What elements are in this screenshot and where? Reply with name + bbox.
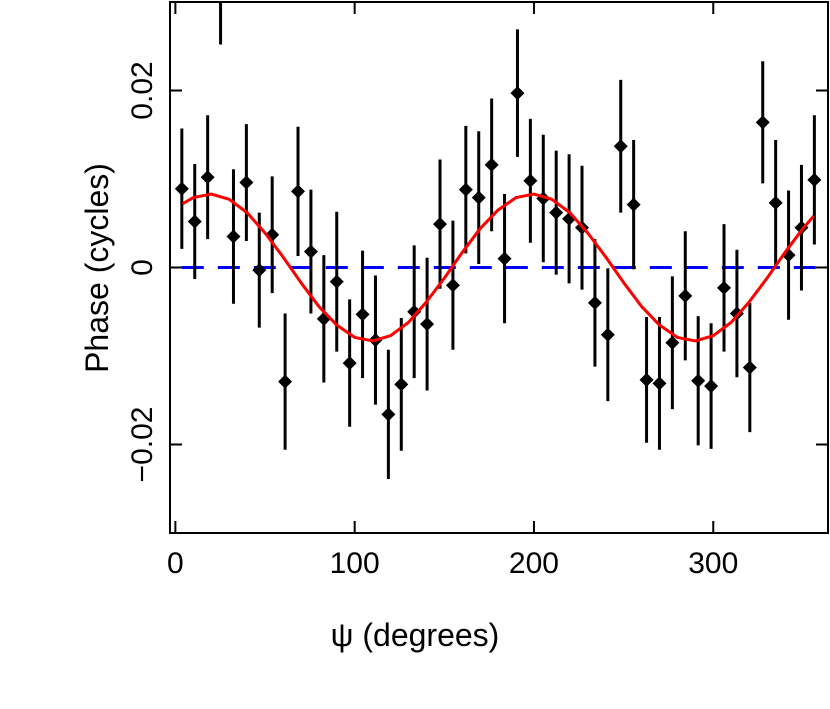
data-point — [717, 280, 732, 295]
data-point — [807, 172, 822, 187]
data-point — [407, 304, 422, 319]
y-tick-label: 0 — [126, 259, 159, 276]
data-point — [497, 251, 512, 266]
x-tick-label: 100 — [330, 547, 380, 580]
data-point — [626, 197, 641, 212]
y-tick-label: 0.02 — [126, 61, 159, 119]
data-point — [665, 335, 680, 350]
data-point — [704, 379, 719, 394]
data-point — [678, 288, 693, 303]
data-point — [613, 139, 628, 154]
data-point — [381, 407, 396, 422]
data-point — [291, 184, 306, 199]
x-tick-label: 0 — [167, 547, 184, 580]
data-point — [652, 376, 667, 391]
data-point — [549, 205, 564, 220]
data-point — [187, 214, 202, 229]
x-tick-label: 300 — [688, 547, 738, 580]
data-point — [600, 327, 615, 342]
data-point — [484, 157, 499, 172]
data-point — [755, 115, 770, 130]
data-point — [200, 170, 215, 185]
data-point — [445, 278, 460, 293]
data-point — [768, 195, 783, 210]
data-point — [433, 217, 448, 232]
data-point — [691, 373, 706, 388]
data-point — [174, 181, 189, 196]
fit-curve — [181, 192, 815, 343]
data-point — [510, 86, 525, 101]
x-tick-label: 200 — [509, 547, 559, 580]
data-point — [303, 244, 318, 259]
data-point — [278, 374, 293, 389]
data-point — [742, 360, 757, 375]
data-point — [639, 372, 654, 387]
data-point — [239, 175, 254, 190]
data-point — [342, 356, 357, 371]
data-point — [471, 190, 486, 205]
data-point — [355, 307, 370, 322]
plot-area — [174, 2, 828, 480]
data-point — [420, 317, 435, 332]
data-point — [587, 295, 602, 310]
data-point — [329, 274, 344, 289]
data-point — [226, 229, 241, 244]
data-point — [523, 173, 538, 188]
y-tick-label: −0.02 — [126, 407, 159, 483]
data-point — [394, 377, 409, 392]
x-axis-label: ψ (degrees) — [331, 617, 500, 653]
data-point — [458, 182, 473, 197]
y-axis-label: Phase (cycles) — [79, 163, 115, 373]
data-point — [252, 263, 267, 278]
